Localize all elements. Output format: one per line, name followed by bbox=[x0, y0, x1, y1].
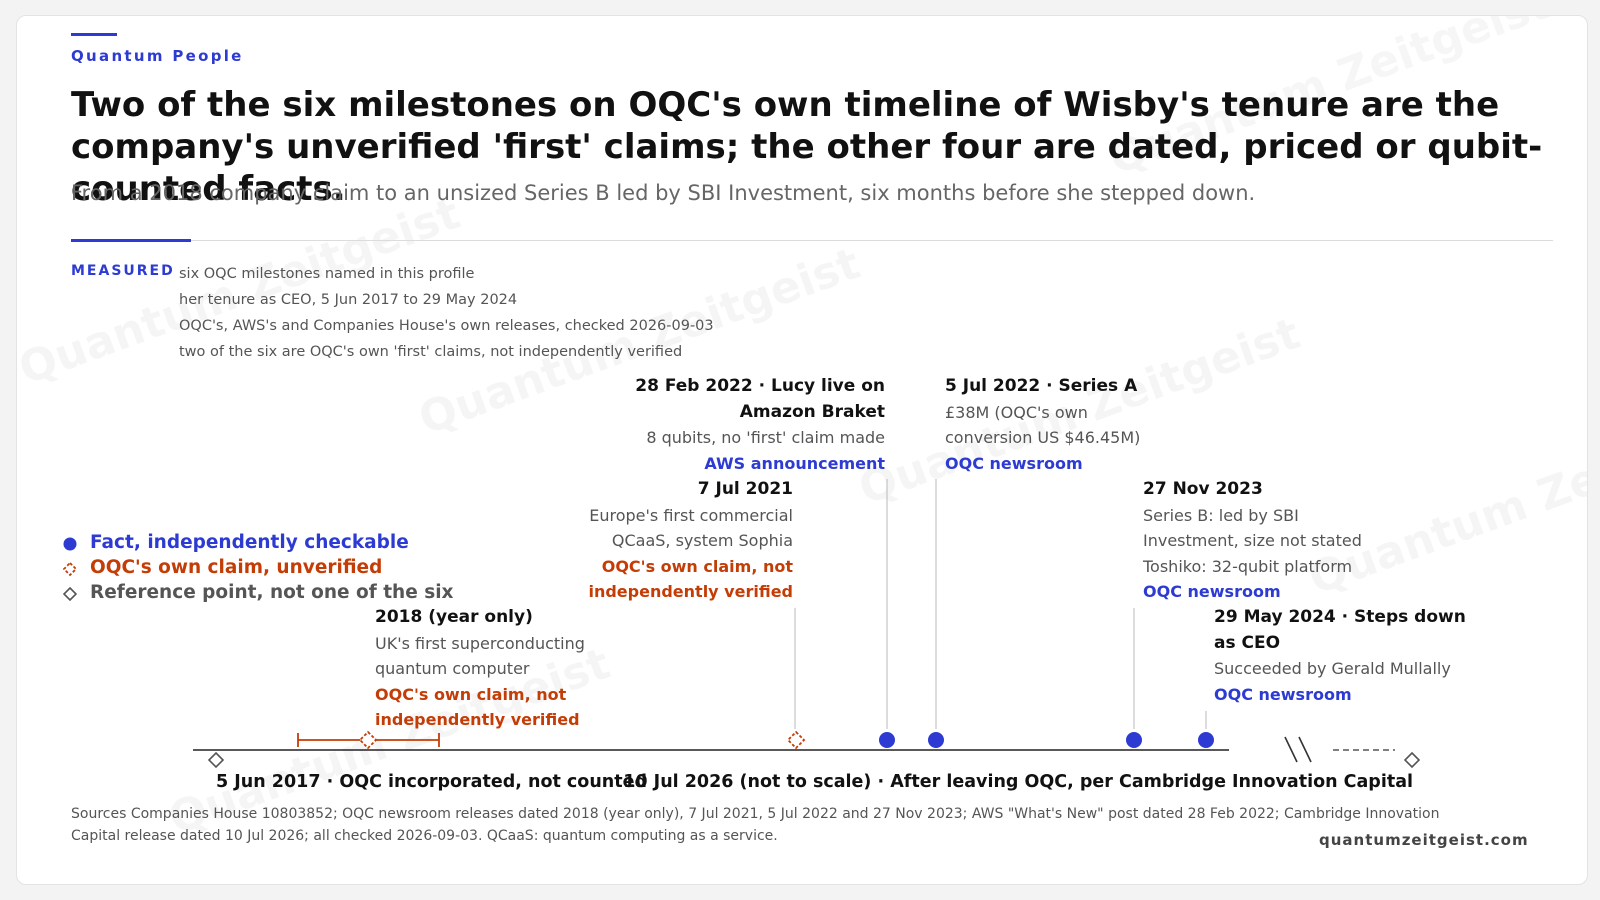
sources-note: Sources Companies House 10803852; OQC ne… bbox=[71, 806, 1440, 844]
measured-line: OQC's, AWS's and Companies House's own r… bbox=[179, 318, 714, 334]
kicker-accent-bar bbox=[71, 33, 117, 36]
axis-end-label: 10 Jul 2026 (not to scale) · After leavi… bbox=[623, 772, 1413, 792]
milestone-claim-note: independently verified bbox=[375, 710, 580, 730]
measured-line: six OQC milestones named in this profile bbox=[179, 266, 475, 282]
milestone-claim-note: OQC's own claim, not bbox=[375, 684, 567, 704]
milestone-2022-jul: 5 Jul 2022 · Series A £38M (OQC's own co… bbox=[945, 374, 1140, 476]
axis-break-mark bbox=[1284, 736, 1298, 763]
milestone-text: conversion US $46.45M) bbox=[945, 428, 1141, 448]
filled-circle-icon bbox=[879, 732, 895, 748]
milestone-text: Series B: led by SBI bbox=[1143, 505, 1299, 525]
hollow-diamond-icon bbox=[1403, 751, 1421, 769]
milestone-2023: 27 Nov 2023 Series B: led by SBI Investm… bbox=[1143, 477, 1362, 605]
divider bbox=[191, 240, 1553, 241]
milestone-2018: 2018 (year only) UK's first superconduct… bbox=[375, 605, 585, 733]
hollow-diamond-icon bbox=[207, 751, 225, 769]
milestone-heading: as CEO bbox=[1214, 632, 1281, 653]
page-title: Two of the six milestones on OQC's own t… bbox=[71, 85, 1543, 209]
dashed-diamond-icon bbox=[786, 730, 806, 750]
measured-list: six OQC milestones named in this profile… bbox=[179, 261, 714, 365]
milestone-2022-feb: 28 Feb 2022 · Lucy live on Amazon Braket… bbox=[635, 374, 885, 476]
milestone-heading: Amazon Braket bbox=[739, 401, 885, 422]
source-link-aws[interactable]: AWS announcement bbox=[704, 453, 885, 473]
milestone-text: UK's first superconducting bbox=[375, 633, 585, 653]
measured-label: MEASURED bbox=[71, 263, 175, 279]
milestone-heading: 7 Jul 2021 bbox=[697, 479, 793, 499]
legend-label: Fact, independently checkable bbox=[90, 532, 409, 553]
site-url[interactable]: quantumzeitgeist.com bbox=[1319, 831, 1529, 849]
milestone-heading: 29 May 2024 · Steps down bbox=[1214, 607, 1466, 627]
milestone-text: Succeeded by Gerald Mullally bbox=[1214, 659, 1451, 679]
timeline bbox=[193, 479, 1421, 769]
filled-circle-icon bbox=[63, 537, 77, 551]
milestone-text: QCaaS, system Sophia bbox=[611, 531, 793, 551]
milestone-text: Investment, size not stated bbox=[1143, 531, 1362, 551]
legend-label: OQC's own claim, unverified bbox=[90, 557, 383, 578]
milestone-heading: 27 Nov 2023 bbox=[1143, 479, 1263, 499]
milestone-2021: 7 Jul 2021 Europe's first commercial QCa… bbox=[588, 477, 793, 605]
milestone-heading: 28 Feb 2022 · Lucy live on bbox=[635, 376, 885, 396]
axis-break-mark bbox=[1298, 736, 1312, 763]
source-link-oqc[interactable]: OQC newsroom bbox=[945, 453, 1083, 473]
filled-circle-icon bbox=[1126, 732, 1142, 748]
dashed-diamond-icon bbox=[63, 562, 77, 576]
dashed-diamond-icon bbox=[358, 730, 378, 750]
hollow-diamond-icon bbox=[63, 587, 77, 601]
kicker: Quantum People bbox=[71, 47, 244, 65]
filled-circle-icon bbox=[928, 732, 944, 748]
infographic-card: Quantum Zeitgeist Quantum Zeitgeist Quan… bbox=[16, 15, 1588, 885]
milestone-text: £38M (OQC's own bbox=[945, 402, 1088, 422]
milestone-text: quantum computer bbox=[375, 659, 530, 679]
milestone-heading: 2018 (year only) bbox=[375, 607, 533, 627]
axis-start-label: 5 Jun 2017 · OQC incorporated, not count… bbox=[216, 772, 648, 792]
filled-circle-icon bbox=[1198, 732, 1214, 748]
milestone-text: Toshiko: 32-qubit platform bbox=[1143, 556, 1353, 576]
milestone-claim-note: OQC's own claim, not bbox=[601, 556, 793, 576]
milestone-text: Europe's first commercial bbox=[589, 505, 793, 525]
milestone-heading: 5 Jul 2022 · Series A bbox=[945, 376, 1138, 396]
legend-label: Reference point, not one of the six bbox=[90, 582, 454, 603]
source-link-oqc[interactable]: OQC newsroom bbox=[1143, 582, 1281, 602]
subtitle: From a 2018 company claim to an unsized … bbox=[71, 181, 1256, 205]
source-link-oqc[interactable]: OQC newsroom bbox=[1214, 684, 1352, 704]
milestone-2024: 29 May 2024 · Steps down as CEO Succeede… bbox=[1214, 605, 1466, 707]
milestone-claim-note: independently verified bbox=[588, 582, 793, 602]
milestone-text: 8 qubits, no 'first' claim made bbox=[646, 428, 885, 448]
divider-accent bbox=[71, 239, 191, 242]
measured-line: her tenure as CEO, 5 Jun 2017 to 29 May … bbox=[179, 292, 518, 308]
measured-line: two of the six are OQC's own 'first' cla… bbox=[179, 344, 683, 360]
